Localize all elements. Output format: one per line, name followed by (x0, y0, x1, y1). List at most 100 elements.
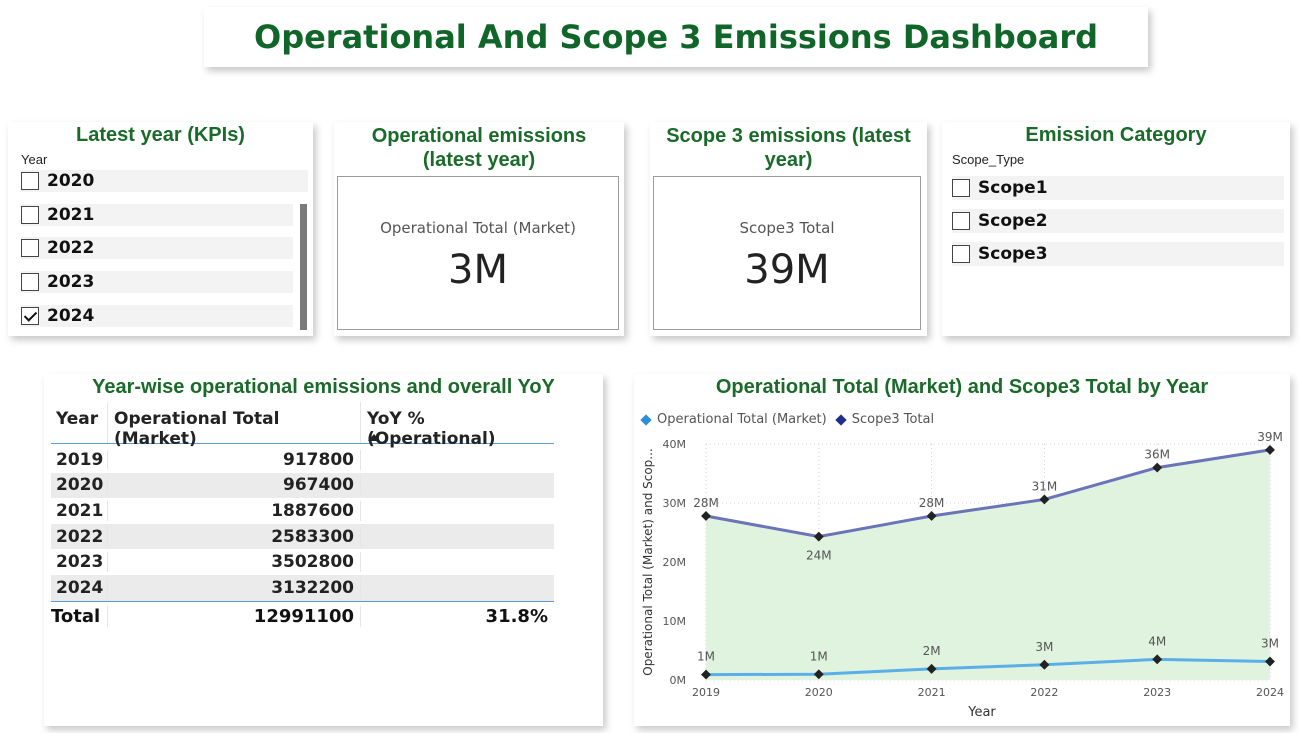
checked-checkbox-icon[interactable] (21, 307, 39, 325)
data-label: 24M (806, 549, 832, 563)
y-tick-label: 20M (663, 556, 687, 569)
category-option-scope2[interactable]: Scope2 (952, 209, 1284, 233)
operational-series-line (705, 657, 1271, 677)
slicer-scrollbar[interactable] (300, 204, 307, 330)
kpi-operational-label: Operational Total (Market) (380, 219, 576, 237)
x-tick-label: 2024 (1256, 686, 1284, 699)
data-point-marker (1039, 494, 1050, 505)
kpi-operational-title: Operational emissions (latest year) (334, 124, 624, 172)
checkbox-icon[interactable] (21, 273, 39, 291)
cell-operational: 917800 (108, 449, 361, 470)
checkbox-icon[interactable] (952, 212, 970, 230)
data-label: 1M (810, 649, 828, 663)
data-label: 3M (1035, 640, 1053, 654)
cell-year: 2022 (51, 526, 108, 547)
year-option-2024[interactable]: 2024 (21, 305, 293, 327)
table-row: 2021 1887600 (51, 498, 554, 524)
total-operational: 12991100 (108, 605, 361, 627)
data-label: 4M (1148, 634, 1166, 648)
year-option-label: 2024 (47, 306, 95, 326)
emissions-line-chart-card: Operational Total (Market) and Scope3 To… (634, 374, 1290, 726)
legend-item-scope3[interactable]: Scope3 Total (851, 412, 935, 427)
column-header-yoy-label: YoY % (Operational) (367, 409, 496, 449)
checkbox-icon[interactable] (952, 245, 970, 263)
cell-operational: 3132200 (108, 577, 361, 598)
cell-year: 2019 (51, 449, 108, 470)
line-chart-plot: 0M 10M 20M 30M 40M 2019 2020 2021 2022 2023 2024 1M… (641, 430, 1284, 720)
kpi-title-line: Operational emissions (371, 125, 587, 147)
data-label: 36M (1144, 448, 1170, 462)
cell-operational: 967400 (108, 475, 361, 496)
data-label: 3M (1261, 637, 1279, 651)
year-option-label: 2023 (47, 272, 95, 292)
kpi-title-line: year) (764, 149, 813, 171)
column-header-year[interactable]: Year (51, 402, 108, 443)
data-point-marker (701, 511, 711, 521)
category-option-label: Scope2 (978, 211, 1048, 231)
kpi-title-line: (latest year) (422, 149, 536, 171)
category-option-scope1[interactable]: Scope1 (952, 176, 1284, 200)
total-yoy: 31.8% (485, 605, 548, 627)
data-point-marker (701, 669, 711, 680)
kpi-scope3-title: Scope 3 emissions (latest year) (650, 124, 927, 172)
year-slicer-field: Year (21, 152, 48, 167)
table-header: Year Operational Total (Market) YoY % (O… (51, 402, 554, 449)
x-tick-label: 2019 (692, 686, 720, 699)
y-tick-label: 0M (670, 674, 687, 687)
sort-ascending-icon[interactable] (368, 434, 380, 441)
year-slicer-title: Latest year (KPIs) (76, 124, 245, 146)
year-slicer: Latest year (KPIs) Year 2020 2021 2022 2… (8, 122, 313, 336)
cell-year: 2021 (51, 500, 108, 521)
kpi-scope3-label: Scope3 Total (739, 219, 835, 237)
data-label: 28M (693, 496, 719, 510)
y-axis-title: Operational Total (Market) and Scop... (641, 448, 655, 676)
year-option-2021[interactable]: 2021 (21, 204, 293, 226)
data-label: 1M (697, 650, 715, 664)
category-slicer-title: Emission Category (1025, 124, 1207, 146)
x-axis-title: Year (967, 705, 996, 720)
x-tick-label: 2023 (1143, 686, 1171, 699)
y-tick-label: 40M (663, 438, 687, 451)
cell-year: 2023 (51, 552, 108, 573)
y-tick-label: 10M (663, 615, 687, 628)
checkbox-icon[interactable] (21, 172, 39, 190)
x-tick-label: 2022 (1030, 686, 1058, 699)
kpi-operational-value: 3M (448, 247, 508, 293)
kpi-scope3-value: 39M (744, 247, 830, 293)
legend-item-operational[interactable]: Operational Total (Market) (657, 412, 827, 427)
y-tick-label: 30M (663, 497, 687, 510)
data-point-marker (1265, 444, 1275, 455)
checkbox-icon[interactable] (21, 206, 39, 224)
data-point-marker (1265, 656, 1275, 667)
data-label: 31M (1032, 479, 1058, 493)
checkbox-icon[interactable] (952, 179, 970, 197)
data-label: 28M (919, 496, 945, 510)
category-option-label: Scope1 (978, 178, 1048, 198)
table-row: 2019 917800 (51, 447, 554, 473)
year-option-label: 2021 (47, 205, 95, 225)
kpi-operational-box: Operational Total (Market) 3M (337, 176, 619, 330)
cell-operational: 1887600 (108, 500, 361, 521)
emissions-table: Year Operational Total (Market) YoY % (O… (51, 402, 554, 631)
year-option-2020[interactable]: 2020 (21, 170, 308, 192)
column-header-yoy[interactable]: YoY % (Operational) (361, 402, 554, 449)
table-total-row: Total 12991100 31.8% (51, 600, 554, 631)
kpi-scope3-card: Scope 3 emissions (latest year) Scope3 T… (650, 122, 927, 336)
checkbox-icon[interactable] (21, 239, 39, 257)
year-option-2022[interactable]: 2022 (21, 237, 293, 259)
category-option-label: Scope3 (978, 244, 1048, 264)
scope3-series-line (705, 448, 1271, 539)
kpi-operational-card: Operational emissions (latest year) Oper… (334, 122, 624, 336)
table-title: Year-wise operational emissions and over… (92, 376, 555, 398)
total-label: Total (51, 605, 108, 627)
x-tick-label: 2021 (918, 686, 946, 699)
x-tick-label: 2020 (805, 686, 833, 699)
year-option-label: 2022 (47, 238, 95, 258)
data-point-marker (1039, 659, 1050, 670)
data-label: 39M (1257, 430, 1283, 444)
dashboard-title: Operational And Scope 3 Emissions Dashbo… (253, 18, 1098, 56)
data-point-marker (813, 531, 824, 542)
column-header-operational[interactable]: Operational Total (Market) (108, 402, 361, 449)
category-option-scope3[interactable]: Scope3 (952, 242, 1284, 266)
year-option-2023[interactable]: 2023 (21, 271, 293, 293)
